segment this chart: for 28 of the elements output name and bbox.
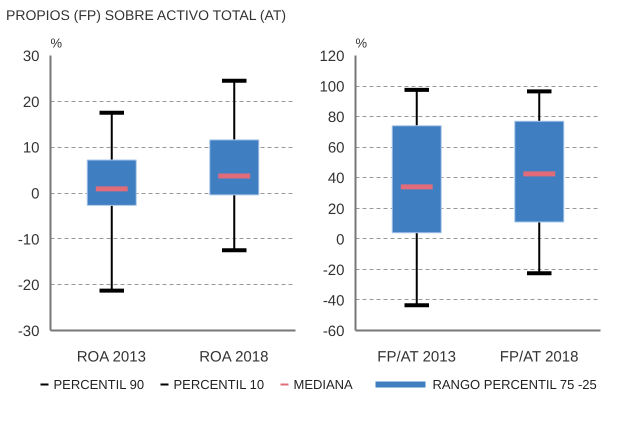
- x-tick-label: FP/AT 2018: [500, 348, 578, 366]
- y-tick-label: 10: [22, 140, 40, 157]
- y-tick-label: 80: [328, 109, 345, 126]
- y-tick-label: -20: [322, 262, 345, 279]
- y-tick-label: -60: [322, 323, 345, 340]
- y-axis-title: %: [50, 36, 62, 50]
- y-tick-label: 120: [319, 48, 345, 65]
- y-tick-label: 40: [328, 170, 345, 188]
- x-tick-label: FP/AT 2013: [377, 348, 456, 366]
- text: PERCENTIL 10: [174, 377, 264, 392]
- text: PERCENTIL 90: [54, 377, 144, 392]
- y-tick-label: 0: [336, 231, 344, 248]
- legend-label: RANGO PERCENTIL 75 -25: [432, 377, 597, 392]
- text: MEDIANA: [294, 377, 354, 392]
- y-tick-label: 20: [22, 94, 40, 111]
- y-tick-label: 100: [319, 78, 345, 96]
- y-tick-label: -10: [18, 231, 40, 248]
- y-tick-label: -40: [322, 292, 345, 310]
- y-tick-label: 60: [328, 140, 345, 157]
- y-tick-label: 20: [328, 200, 345, 218]
- chart-title: PROPIOS (FP) SOBRE ACTIVO TOTAL (AT): [6, 6, 286, 25]
- y-tick-label: 0: [31, 186, 40, 202]
- y-tick-label: 30: [22, 48, 40, 65]
- y-tick-label: -20: [18, 277, 40, 294]
- y-tick-label: -30: [18, 323, 40, 340]
- x-tick-label: ROA 2013: [76, 348, 146, 366]
- y-axis-title: %: [356, 36, 368, 50]
- x-tick-label: ROA 2018: [199, 348, 268, 366]
